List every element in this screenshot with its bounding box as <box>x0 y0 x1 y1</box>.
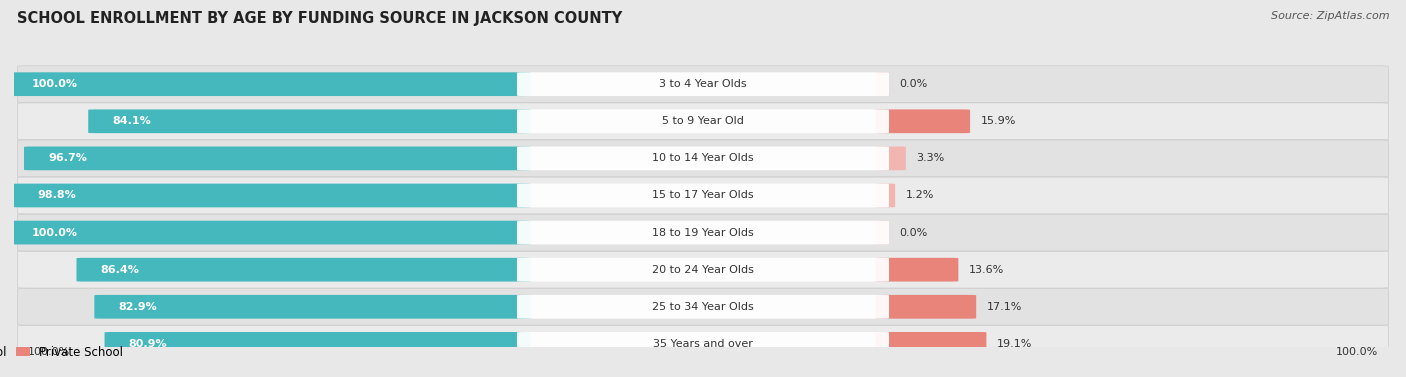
FancyBboxPatch shape <box>517 221 889 244</box>
Text: 0.0%: 0.0% <box>900 79 928 89</box>
FancyBboxPatch shape <box>7 221 531 244</box>
FancyBboxPatch shape <box>17 325 1389 362</box>
FancyBboxPatch shape <box>517 109 889 133</box>
Text: 15 to 17 Year Olds: 15 to 17 Year Olds <box>652 190 754 201</box>
FancyBboxPatch shape <box>17 66 1389 103</box>
Text: 18 to 19 Year Olds: 18 to 19 Year Olds <box>652 228 754 238</box>
Text: 100.0%: 100.0% <box>31 79 77 89</box>
FancyBboxPatch shape <box>76 258 531 282</box>
Text: 5 to 9 Year Old: 5 to 9 Year Old <box>662 116 744 126</box>
Text: 1.2%: 1.2% <box>905 190 934 201</box>
FancyBboxPatch shape <box>17 177 1389 214</box>
Text: 98.8%: 98.8% <box>38 190 76 201</box>
Text: 80.9%: 80.9% <box>129 339 167 349</box>
FancyBboxPatch shape <box>517 72 889 96</box>
Text: 15.9%: 15.9% <box>980 116 1015 126</box>
Text: 35 Years and over: 35 Years and over <box>652 339 754 349</box>
FancyBboxPatch shape <box>875 184 896 207</box>
Text: 25 to 34 Year Olds: 25 to 34 Year Olds <box>652 302 754 312</box>
FancyBboxPatch shape <box>517 258 889 282</box>
FancyBboxPatch shape <box>875 258 959 282</box>
Text: 86.4%: 86.4% <box>101 265 139 275</box>
FancyBboxPatch shape <box>517 332 889 356</box>
FancyBboxPatch shape <box>89 109 531 133</box>
Text: 3.3%: 3.3% <box>917 153 945 163</box>
Legend: Public School, Private School: Public School, Private School <box>0 342 127 362</box>
Text: 100.0%: 100.0% <box>1336 347 1378 357</box>
Text: 100.0%: 100.0% <box>31 228 77 238</box>
FancyBboxPatch shape <box>17 288 1389 325</box>
Text: 20 to 24 Year Olds: 20 to 24 Year Olds <box>652 265 754 275</box>
Text: 13.6%: 13.6% <box>969 265 1004 275</box>
FancyBboxPatch shape <box>7 72 531 96</box>
Text: SCHOOL ENROLLMENT BY AGE BY FUNDING SOURCE IN JACKSON COUNTY: SCHOOL ENROLLMENT BY AGE BY FUNDING SOUR… <box>17 11 621 26</box>
FancyBboxPatch shape <box>875 295 976 319</box>
Text: 17.1%: 17.1% <box>987 302 1022 312</box>
FancyBboxPatch shape <box>875 332 987 356</box>
Text: 96.7%: 96.7% <box>48 153 87 163</box>
FancyBboxPatch shape <box>24 147 531 170</box>
Text: 10 to 14 Year Olds: 10 to 14 Year Olds <box>652 153 754 163</box>
FancyBboxPatch shape <box>17 214 1389 251</box>
FancyBboxPatch shape <box>94 295 531 319</box>
Text: 0.0%: 0.0% <box>900 228 928 238</box>
FancyBboxPatch shape <box>517 295 889 319</box>
Text: 82.9%: 82.9% <box>118 302 157 312</box>
FancyBboxPatch shape <box>875 109 970 133</box>
FancyBboxPatch shape <box>875 221 889 244</box>
Text: 3 to 4 Year Olds: 3 to 4 Year Olds <box>659 79 747 89</box>
Text: 84.1%: 84.1% <box>112 116 150 126</box>
FancyBboxPatch shape <box>104 332 531 356</box>
Text: 19.1%: 19.1% <box>997 339 1032 349</box>
Text: 100.0%: 100.0% <box>28 347 70 357</box>
FancyBboxPatch shape <box>17 140 1389 177</box>
FancyBboxPatch shape <box>875 147 905 170</box>
FancyBboxPatch shape <box>517 147 889 170</box>
Text: Source: ZipAtlas.com: Source: ZipAtlas.com <box>1271 11 1389 21</box>
FancyBboxPatch shape <box>875 72 889 96</box>
FancyBboxPatch shape <box>13 184 531 207</box>
FancyBboxPatch shape <box>517 184 889 207</box>
FancyBboxPatch shape <box>17 251 1389 288</box>
FancyBboxPatch shape <box>17 103 1389 139</box>
